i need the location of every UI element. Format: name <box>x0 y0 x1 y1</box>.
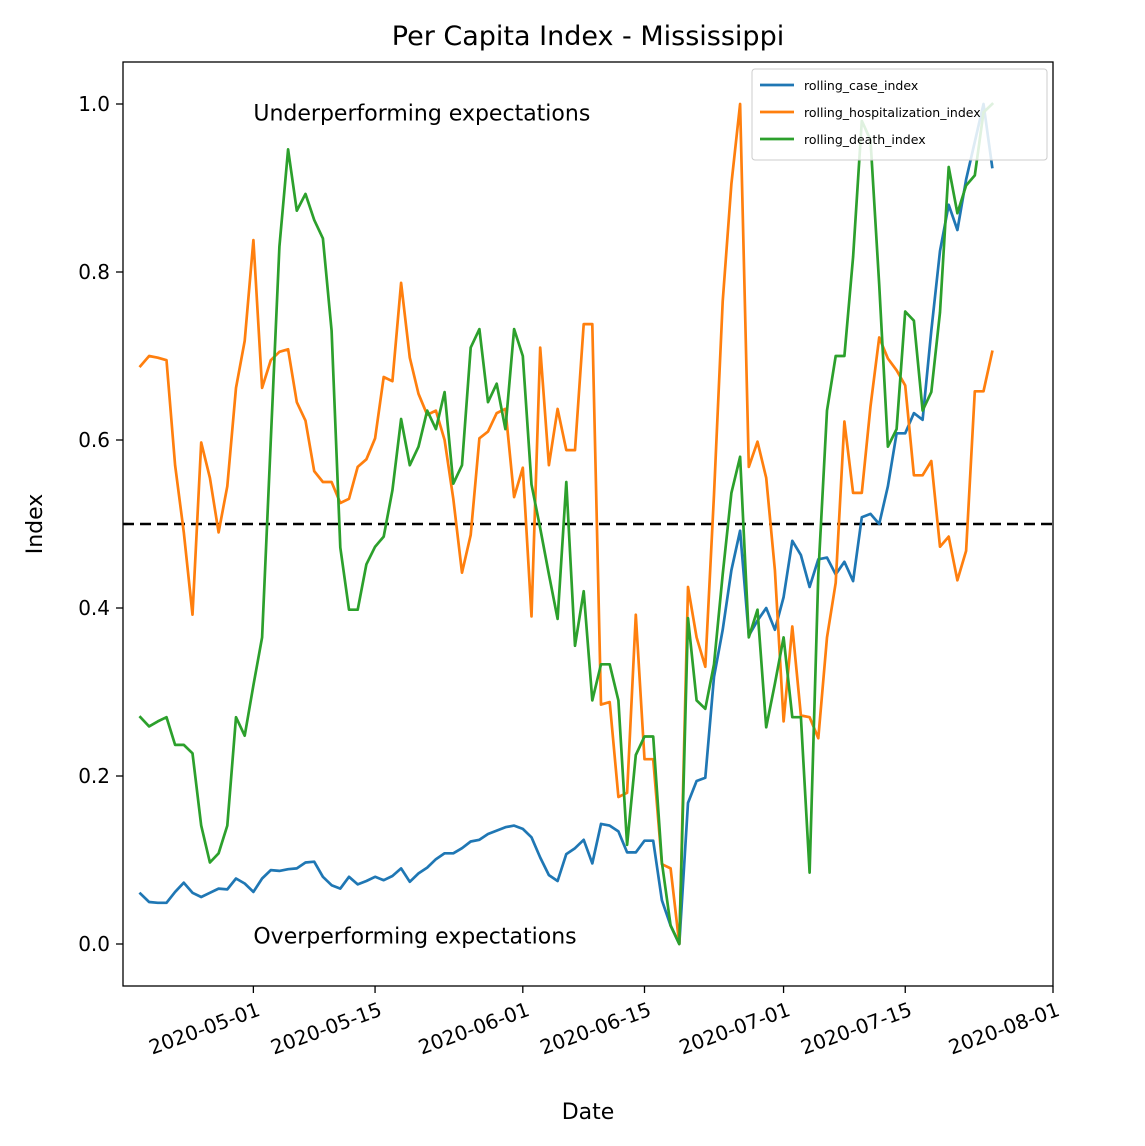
legend-label: rolling_hospitalization_index <box>804 105 981 120</box>
y-tick-label: 0.8 <box>78 260 110 284</box>
y-tick-label: 0.6 <box>78 428 110 452</box>
y-tick-label: 0.0 <box>78 932 110 956</box>
x-tick-label: 2020-06-01 <box>415 997 532 1059</box>
series-line-rolling_death_index <box>138 102 995 946</box>
x-tick-label: 2020-07-01 <box>676 997 793 1059</box>
annotation-text: Overperforming expectations <box>253 925 576 950</box>
legend-label: rolling_death_index <box>804 132 926 147</box>
annotations: Underperforming expectations Overperformi… <box>253 101 590 949</box>
x-axis-ticks: 2020-05-01 2020-05-15 2020-06-01 2020-06-15… <box>146 986 1063 1059</box>
annotation-text: Underperforming expectations <box>253 101 590 126</box>
y-tick-label: 1.0 <box>78 92 110 116</box>
series-line-rolling_case_index <box>138 102 994 946</box>
series-lines <box>138 102 995 946</box>
x-tick-label: 2020-08-01 <box>945 997 1062 1059</box>
legend-label: rolling_case_index <box>804 78 918 93</box>
x-tick-label: 2020-07-15 <box>798 997 915 1059</box>
series-line-rolling_hospitalization_index <box>138 102 994 946</box>
x-axis-label: Date <box>562 1100 615 1125</box>
y-axis-ticks: 0.0 0.2 0.4 0.6 0.8 1.0 <box>78 92 123 956</box>
y-tick-label: 0.2 <box>78 764 110 788</box>
x-tick-label: 2020-06-15 <box>537 997 654 1059</box>
chart-title: Per Capita Index - Mississippi <box>392 21 784 52</box>
y-tick-label: 0.4 <box>78 596 110 620</box>
legend: rolling_case_index rolling_hospitalizatio… <box>751 68 1048 161</box>
plot-frame <box>122 61 1054 987</box>
legend-box <box>751 68 1048 161</box>
x-tick-label: 2020-05-15 <box>267 997 384 1059</box>
x-tick-label: 2020-05-01 <box>146 997 263 1059</box>
y-axis-label: Index <box>23 494 48 555</box>
